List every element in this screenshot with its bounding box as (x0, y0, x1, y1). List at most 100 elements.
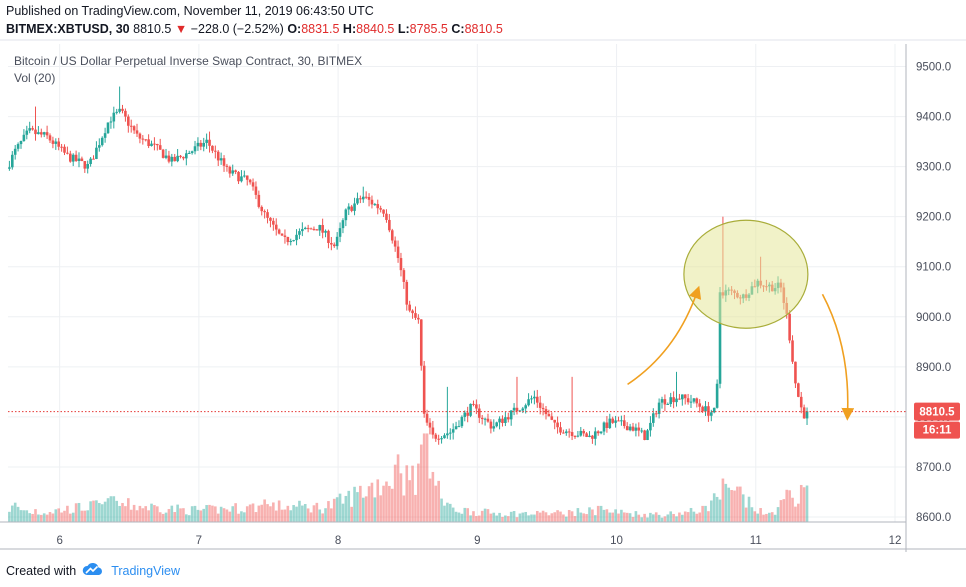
volume-bar (10, 505, 14, 522)
volume-bar (295, 506, 298, 522)
volume-bar (245, 506, 249, 522)
candle-body (501, 418, 504, 423)
candle-body (167, 155, 171, 162)
volume-bar (773, 514, 777, 522)
candle-body (298, 231, 301, 235)
volume-bar (428, 478, 432, 522)
volume-bar (419, 444, 423, 522)
volume-bar (524, 511, 527, 522)
tradingview-brand[interactable]: TradingView (111, 563, 180, 578)
volume-bar (150, 503, 153, 522)
candle-body (327, 230, 330, 243)
volume-bar (521, 512, 525, 522)
candle-body (205, 139, 208, 143)
tradingview-cloud-icon (82, 562, 104, 579)
candle-body (666, 403, 670, 405)
volume-bar (675, 516, 678, 522)
candle-body (489, 421, 493, 429)
volume-bar (315, 502, 319, 522)
volume-bar (541, 510, 545, 522)
change-value: −228.0 (−2.52%) (190, 22, 284, 36)
volume-bar (396, 454, 400, 522)
volume-bar (359, 485, 362, 522)
candle-body (608, 418, 612, 429)
candle-body (486, 418, 490, 422)
volume-bar (530, 514, 533, 522)
candle-body (550, 416, 554, 420)
volume-bar (193, 505, 197, 522)
candle-body (385, 213, 388, 220)
last-price-badge (914, 402, 960, 421)
volume-bar (260, 504, 264, 522)
volume-bar (321, 513, 324, 522)
volume-bar (440, 498, 443, 522)
candle-body (393, 240, 397, 247)
candle-body (124, 110, 127, 117)
volume-bar (22, 510, 26, 522)
volume-bar (794, 506, 797, 522)
candle-body (127, 116, 130, 126)
volume-bar (463, 507, 467, 522)
candle-body (361, 196, 365, 200)
volume-bar (364, 496, 368, 522)
highlight-ellipse (683, 219, 809, 329)
volume-legend[interactable]: Vol (20) (14, 71, 56, 85)
candle-body (60, 146, 63, 148)
volume-bar (324, 508, 327, 522)
volume-bar (739, 486, 742, 522)
volume-bar (585, 514, 588, 522)
volume-bar (60, 512, 63, 522)
volume-bar (173, 512, 177, 522)
candle-body (48, 135, 52, 141)
volume-bar (582, 513, 585, 522)
volume-bar (614, 509, 617, 522)
candle-body (527, 399, 530, 406)
volume-bar (196, 509, 200, 522)
candle-body (89, 158, 92, 165)
candle-body (399, 258, 403, 271)
volume-bar (350, 506, 353, 522)
candle-body (364, 196, 368, 198)
volume-bar (544, 512, 548, 522)
candle-body (83, 161, 87, 169)
volume-bar (399, 473, 403, 522)
candle-body (251, 182, 255, 187)
candle-body (158, 145, 162, 150)
volume-bar (654, 512, 658, 522)
volume-bar (263, 499, 266, 522)
volume-bar (202, 508, 206, 522)
candle-body (576, 435, 580, 437)
candle-body (257, 194, 261, 207)
candle-body (306, 227, 310, 229)
volume-bar (199, 510, 203, 522)
footer: Created with TradingView (6, 562, 180, 579)
candle-body (457, 426, 461, 428)
volume-bar (736, 486, 739, 522)
high-label: H: (342, 22, 357, 36)
price-badge: 8810.5 16:11 (914, 402, 960, 439)
volume-bar (63, 510, 66, 522)
candle-body (463, 412, 467, 417)
volume-bar (744, 507, 748, 522)
candle-body (451, 429, 455, 433)
volume-bar (141, 508, 145, 522)
volume-bar (451, 507, 455, 522)
volume-bar (509, 511, 513, 522)
candle-body (254, 186, 258, 195)
x-tick-label: 6 (56, 535, 62, 547)
candle-body (515, 407, 519, 412)
candle-body (628, 426, 632, 431)
volume-bar (335, 497, 339, 522)
volume-bar (292, 505, 295, 522)
volume-bar (573, 516, 577, 522)
candle-body (214, 150, 217, 152)
candle-body (376, 204, 380, 209)
candle-body (321, 225, 324, 233)
chart-legend-title[interactable]: Bitcoin / US Dollar Perpetual Inverse Sw… (14, 54, 363, 68)
candle-body (350, 206, 353, 211)
volume-bar (100, 504, 104, 522)
candle-body (411, 310, 414, 314)
candle-body (129, 125, 133, 127)
volume-bar (663, 516, 667, 522)
candle-body (51, 140, 55, 144)
